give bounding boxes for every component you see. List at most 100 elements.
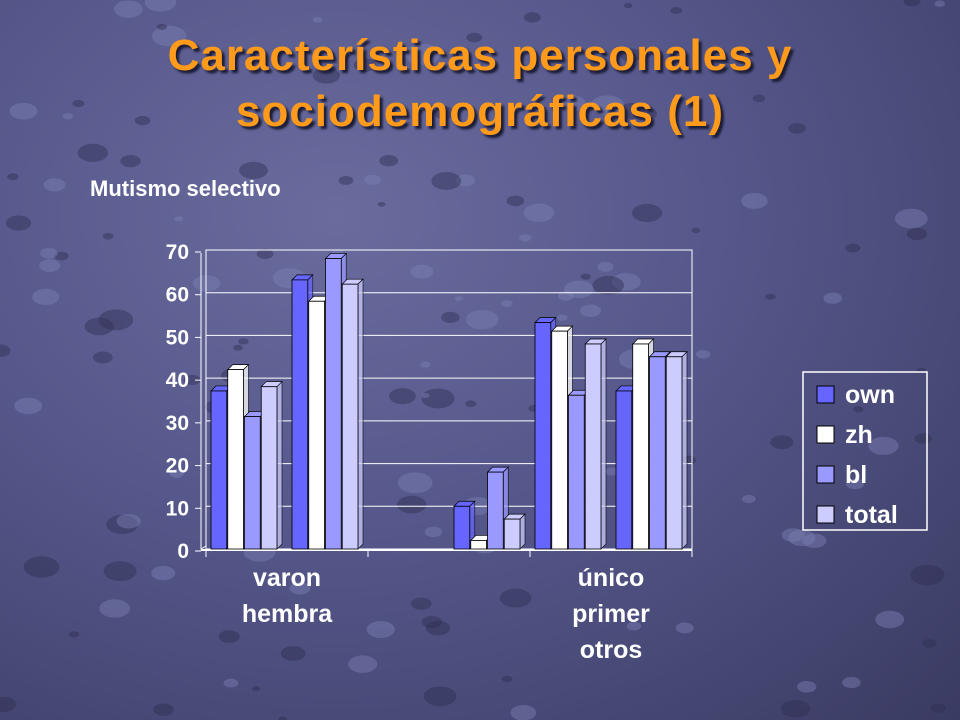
background-dot [238, 338, 249, 345]
bar-zh [551, 330, 568, 550]
background-dot [501, 675, 513, 683]
background-dot [92, 351, 113, 364]
background-dot [633, 106, 657, 121]
background-dot [580, 273, 591, 280]
background-dot [77, 143, 108, 162]
plot-side-wall [200, 253, 207, 550]
chart-labels: 0 10 20 30 40 50 60 70 varon hembra único primer otr… [166, 241, 651, 664]
chart-subtitle: Mutismo selectivo [90, 176, 281, 201]
bar-zh [308, 300, 325, 550]
chart-legend: own zh bl total [802, 371, 928, 531]
background-dot [930, 703, 946, 713]
background-dot [466, 32, 483, 43]
background-dot [906, 227, 928, 241]
background-dot [558, 95, 586, 112]
background-dot [741, 192, 768, 209]
background-dot [84, 317, 114, 336]
bar-zh [227, 369, 244, 550]
x-category-label: varon [253, 564, 321, 592]
background-dot [454, 296, 464, 302]
bar-own [534, 322, 552, 550]
background-dot [592, 275, 625, 295]
legend-swatch-bl [816, 465, 835, 484]
background-dot [153, 703, 174, 716]
background-dot [742, 494, 756, 504]
background-dot [597, 261, 614, 272]
background-dot [626, 621, 642, 631]
background-dot [564, 280, 594, 299]
background-dot [364, 174, 381, 185]
slide-title-line-1: Características personales y [167, 31, 793, 80]
bar-total [584, 343, 602, 550]
y-tick-label: 10 [166, 497, 189, 520]
x-category-label: otros [580, 636, 643, 664]
background-dot [823, 292, 843, 304]
bar-side-total [276, 380, 283, 550]
background-dot [421, 388, 455, 409]
background-dot [379, 155, 399, 167]
background-dot [256, 248, 274, 260]
bar-side-total [681, 350, 688, 550]
bar-bl [325, 258, 342, 550]
legend-label-bl: bl [845, 461, 867, 489]
background-dot [0, 696, 17, 713]
bar-bl [244, 416, 261, 550]
background-dot [410, 264, 434, 279]
background-dot [846, 478, 865, 490]
bar-bl [487, 471, 504, 550]
background-dot [233, 344, 243, 351]
background-dot [619, 102, 646, 120]
background-dot [23, 556, 60, 578]
background-dot [7, 173, 19, 181]
background-dot [151, 565, 176, 581]
background-dot [405, 43, 441, 65]
background-dot [465, 309, 499, 330]
background-dot [353, 58, 377, 72]
y-tick-label: 20 [166, 455, 189, 478]
background-dot [5, 215, 32, 231]
background-dot [32, 288, 60, 305]
background-dot [623, 3, 633, 9]
background-dot [218, 630, 240, 643]
legend-swatch-zh [816, 425, 835, 444]
bar-own [291, 279, 309, 550]
legend-label-zh: zh [845, 421, 873, 449]
background-dot [691, 227, 701, 234]
background-dot [116, 513, 141, 529]
background-dot [510, 705, 537, 720]
background-dot [174, 216, 184, 222]
background-dot [156, 23, 168, 31]
background-dot [40, 247, 58, 259]
background-dot [590, 95, 625, 116]
background-dot [152, 25, 187, 47]
bar-total [665, 356, 683, 550]
background-dot [770, 435, 794, 450]
background-dot [670, 7, 683, 15]
bar-side-total [519, 513, 526, 550]
y-tick-label: 30 [166, 412, 189, 435]
bar-total [260, 386, 278, 550]
bar-own [453, 505, 471, 550]
background-dot [377, 201, 386, 207]
background-dot [397, 472, 433, 494]
background-dot [523, 12, 541, 23]
background-dot [557, 314, 568, 321]
x-category-label: primer [572, 600, 650, 628]
bar-own [210, 390, 228, 550]
background-dot [312, 67, 340, 84]
background-dot [280, 646, 306, 661]
background-dot [312, 16, 323, 23]
background-dot [102, 232, 114, 240]
background-dot [106, 514, 139, 535]
y-tick-label: 0 [177, 540, 189, 563]
background-dot [845, 243, 861, 253]
background-dot [797, 681, 817, 693]
background-dot [431, 171, 462, 190]
y-tick-label: 60 [166, 284, 189, 307]
background-dot [192, 275, 221, 292]
background-dot [802, 533, 827, 548]
background-dot [39, 259, 61, 273]
background-dot [519, 234, 532, 242]
